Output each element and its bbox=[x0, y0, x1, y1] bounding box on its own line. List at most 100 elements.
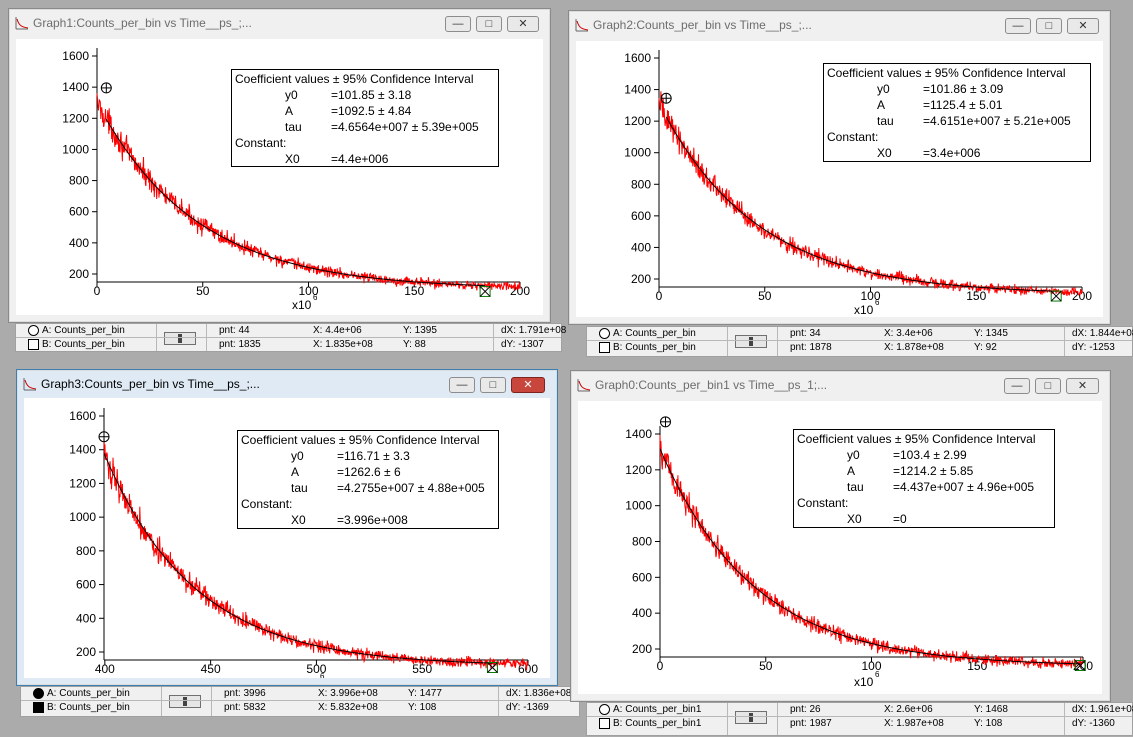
cursor-a-y: Y: 1468 bbox=[974, 704, 1008, 715]
graph1-titlebar[interactable]: Graph1:Counts_per_bin vs Time__ps_;... —… bbox=[9, 9, 550, 37]
coef-row: tau =4.2755e+007 ± 4.88e+005 bbox=[241, 480, 495, 496]
coef-name: tau bbox=[847, 480, 864, 494]
graph1-plot-area[interactable]: 200 400 600 800 1000 1200 1400 1600 0 50 100 150 200… bbox=[16, 39, 543, 315]
cursor-b[interactable] bbox=[479, 285, 491, 297]
graph-icon bbox=[575, 19, 589, 32]
data-trace[interactable] bbox=[103, 435, 529, 671]
close-button[interactable]: ✕ bbox=[1066, 378, 1099, 394]
cursor-a-y-text: Y: 1477 bbox=[408, 688, 442, 699]
trace-b-label-text: B: Counts_per_bin bbox=[42, 339, 125, 351]
coef-constant-label: Constant: bbox=[797, 496, 849, 510]
delta-x-text: dX: 1.844e+08 bbox=[1072, 328, 1133, 339]
cursor-a[interactable] bbox=[660, 92, 672, 104]
x-unit-label: x10 bbox=[854, 675, 874, 689]
y-tick-label: 1400 bbox=[69, 443, 96, 457]
delta-x-text: dX: 1.961e+08 bbox=[1072, 704, 1133, 715]
delta-x: dX: 1.844e+08 bbox=[1072, 328, 1133, 339]
cursor-b[interactable] bbox=[1050, 290, 1062, 302]
y-tick-label: 1600 bbox=[69, 409, 96, 423]
cursor-a-x: X: 2.6e+06 bbox=[884, 704, 933, 715]
graph2-chart[interactable]: 200 400 600 800 1000 1200 1400 1600 0 50 100 150 200… bbox=[576, 41, 1103, 317]
close-button[interactable]: ✕ bbox=[507, 16, 539, 32]
coef-name: y0 bbox=[291, 449, 304, 463]
coef-value: =1092.5 ± 4.84 bbox=[331, 104, 412, 118]
circle-marker-icon bbox=[28, 325, 39, 336]
graph-icon bbox=[15, 17, 29, 30]
graph3-plot-area[interactable]: 200 400 600 800 1000 1200 1400 1600 400 450 500 550… bbox=[24, 398, 550, 678]
x-tick-label: 0 bbox=[94, 284, 101, 298]
coef-row: A =1214.2 ± 5.85 bbox=[797, 463, 1051, 479]
close-button[interactable]: ✕ bbox=[1067, 18, 1099, 34]
divider bbox=[587, 340, 1132, 341]
data-trace[interactable] bbox=[658, 91, 1083, 297]
graph1-window[interactable]: Graph1:Counts_per_bin vs Time__ps_;... —… bbox=[8, 8, 551, 323]
coef-value: =1125.4 ± 5.01 bbox=[923, 98, 1003, 112]
graph2-window[interactable]: Graph2:Counts_per_bin vs Time__ps_;... —… bbox=[568, 10, 1111, 325]
graph1-chart[interactable]: 200 400 600 800 1000 1200 1400 1600 0 50 100 150 200… bbox=[16, 39, 543, 315]
cursor-b-point: pnt: 1835 bbox=[219, 339, 261, 350]
cursor-b[interactable] bbox=[486, 662, 498, 674]
fit-curve bbox=[105, 118, 486, 287]
coef-name: X0 bbox=[847, 512, 862, 526]
trace-b-label-text: B: Counts_per_bin bbox=[47, 702, 130, 714]
cursor-a[interactable] bbox=[100, 82, 112, 94]
cursor-b-y: Y: 108 bbox=[408, 702, 436, 713]
graph3-window[interactable]: Graph3:Counts_per_bin vs Time__ps_;... —… bbox=[16, 369, 558, 686]
minimize-button[interactable]: — bbox=[445, 16, 471, 32]
coef-row: tau =4.6151e+007 ± 5.21e+005 bbox=[827, 113, 1087, 129]
graph3-chart[interactable]: 200 400 600 800 1000 1200 1400 1600 400 450 500 550… bbox=[24, 398, 550, 678]
cursor-a-y-text: Y: 1345 bbox=[974, 328, 1008, 339]
cursor-a-x-text: X: 4.4e+06 bbox=[313, 325, 362, 336]
circle-marker-icon bbox=[599, 704, 610, 715]
data-trace[interactable] bbox=[659, 434, 1084, 670]
graph2-plot-area[interactable]: 200 400 600 800 1000 1200 1400 1600 0 50 100 150 200… bbox=[576, 41, 1103, 317]
graph3-titlebar[interactable]: Graph3:Counts_per_bin vs Time__ps_;... —… bbox=[17, 370, 557, 398]
coef-value: =101.85 ± 3.18 bbox=[331, 88, 412, 102]
square-marker-icon bbox=[599, 342, 610, 353]
coef-value: =4.2755e+007 ± 4.88e+005 bbox=[337, 481, 485, 495]
delta-x: dX: 1.961e+08 bbox=[1072, 704, 1133, 715]
graph0-plot-area[interactable]: 200 400 600 800 1000 1200 1400 0 50 100 150 200 x10 6… bbox=[578, 401, 1102, 694]
coef-row: X0 =3.4e+006 bbox=[827, 145, 1087, 161]
cursor-b-y-text: Y: 108 bbox=[408, 702, 437, 713]
graph0-window[interactable]: Graph0:Counts_per_bin1 vs Time__ps_1;...… bbox=[570, 370, 1111, 702]
square-marker-icon bbox=[599, 718, 610, 729]
y-tick-label: 600 bbox=[69, 205, 89, 219]
maximize-button[interactable]: □ bbox=[1036, 18, 1062, 34]
coef-row: tau =4.6564e+007 ± 5.39e+005 bbox=[235, 119, 495, 135]
minimize-button[interactable]: — bbox=[449, 377, 475, 393]
cursor-a[interactable] bbox=[98, 431, 110, 443]
y-tick-label: 200 bbox=[631, 272, 651, 286]
maximize-button[interactable]: □ bbox=[480, 377, 506, 393]
cursor-slider[interactable] bbox=[164, 332, 196, 345]
coef-name: y0 bbox=[285, 88, 298, 102]
close-button[interactable]: ✕ bbox=[511, 377, 545, 393]
cursor-b[interactable] bbox=[1074, 659, 1086, 671]
maximize-button[interactable]: □ bbox=[476, 16, 502, 32]
graph2-titlebar[interactable]: Graph2:Counts_per_bin vs Time__ps_;... —… bbox=[569, 11, 1110, 39]
y-tick-label: 600 bbox=[631, 209, 651, 223]
minimize-button[interactable]: — bbox=[1005, 18, 1031, 34]
y-tick-label: 600 bbox=[76, 578, 96, 592]
x-tick-label: 200 bbox=[1072, 289, 1092, 303]
cursor-slider[interactable] bbox=[735, 711, 767, 724]
cursor-slider[interactable] bbox=[169, 695, 201, 708]
delta-x-text: dX: 1.791e+08 bbox=[501, 325, 567, 336]
divider bbox=[587, 716, 1132, 717]
coef-header: Coefficient values ± 95% Confidence Inte… bbox=[797, 432, 1036, 446]
x-tick-label: 100 bbox=[861, 659, 881, 673]
trace-b-label: B: Counts_per_bin bbox=[28, 339, 125, 350]
delta-x: dX: 1.836e+08 bbox=[506, 688, 571, 699]
cursor-a[interactable] bbox=[659, 416, 671, 428]
coef-value: =1262.6 ± 6 bbox=[337, 465, 401, 479]
circle-marker-icon bbox=[33, 688, 44, 699]
cursor-slider[interactable] bbox=[735, 335, 767, 348]
graph0-titlebar[interactable]: Graph0:Counts_per_bin1 vs Time__ps_1;...… bbox=[571, 371, 1110, 399]
cursor-a-x: X: 4.4e+06 bbox=[313, 325, 362, 336]
minimize-button[interactable]: — bbox=[1004, 378, 1030, 394]
x-tick-label: 0 bbox=[657, 659, 664, 673]
maximize-button[interactable]: □ bbox=[1035, 378, 1061, 394]
y-tick-label: 800 bbox=[69, 174, 89, 188]
window-title: Graph0:Counts_per_bin1 vs Time__ps_1;... bbox=[595, 378, 828, 392]
